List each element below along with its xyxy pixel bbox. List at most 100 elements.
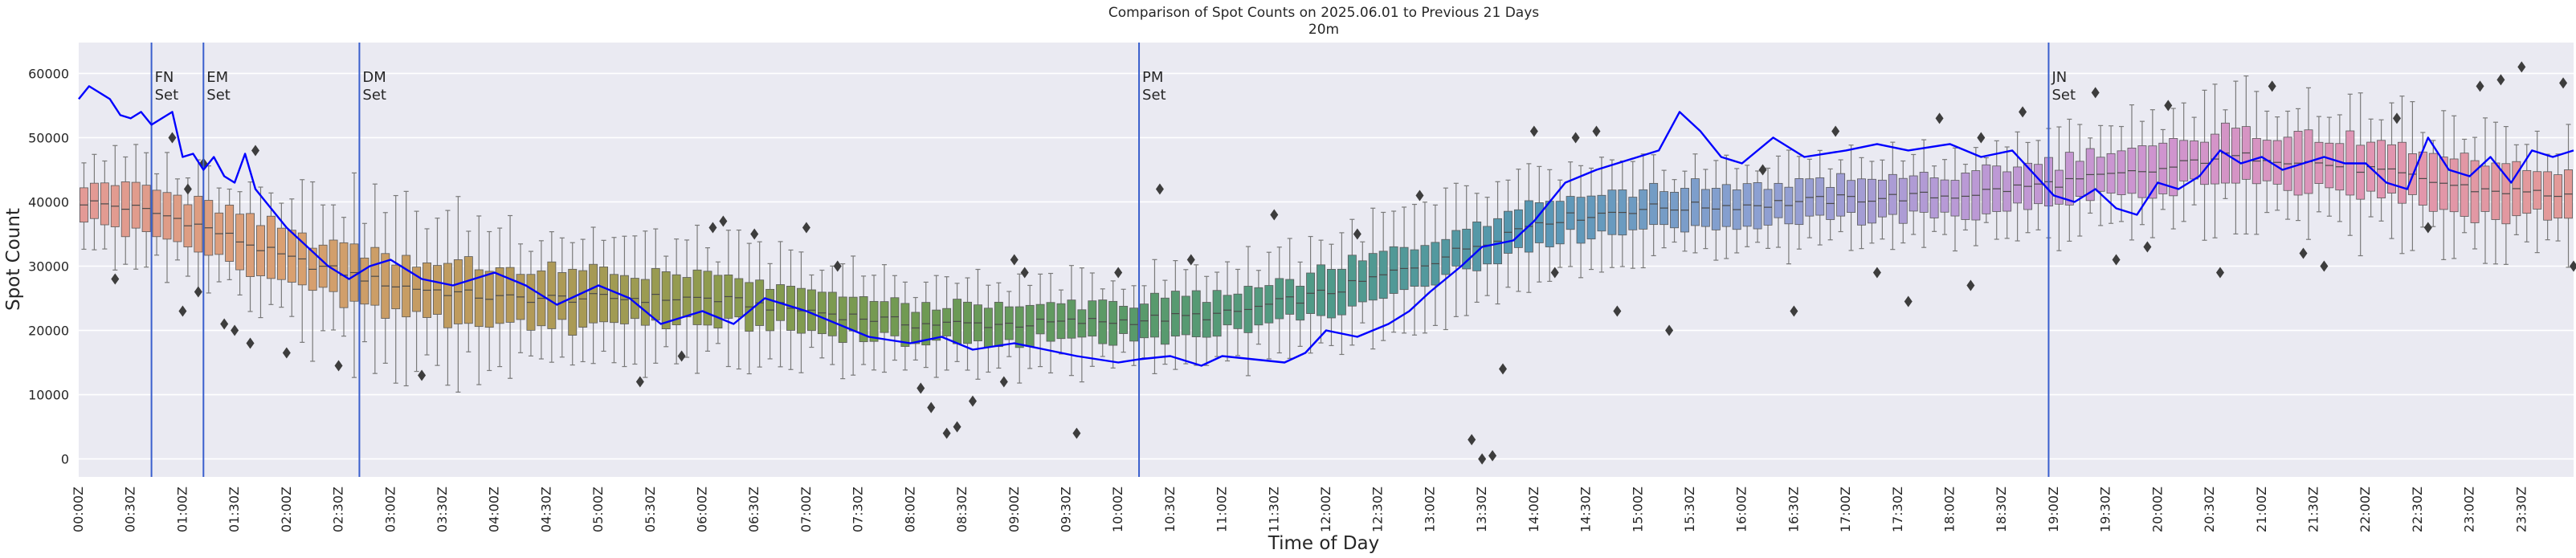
- x-tick-label: 04:30Z: [538, 487, 553, 532]
- outlier-point: [2423, 222, 2432, 234]
- box-plot: [2231, 80, 2240, 235]
- box-plot: [2439, 110, 2448, 260]
- x-tick-label: 07:30Z: [851, 487, 866, 532]
- box-plot: [2335, 114, 2345, 222]
- box-plot: [1753, 170, 1762, 243]
- box-plot: [225, 188, 235, 280]
- box-plot: [266, 192, 276, 305]
- x-tick-label: 21:00Z: [2254, 487, 2269, 532]
- x-tick-label: 04:00Z: [487, 487, 502, 532]
- box-plot: [2013, 131, 2023, 242]
- box-plot: [827, 265, 837, 365]
- outlier-point: [1155, 183, 1164, 195]
- box-plot: [1264, 251, 1274, 360]
- outlier-point: [1665, 324, 1674, 336]
- box-plot: [1961, 163, 1970, 231]
- box-plot: [246, 181, 255, 312]
- box-plot: [1898, 160, 1908, 244]
- box-plot: [100, 160, 109, 250]
- box-plot: [120, 156, 130, 265]
- outlier-point: [677, 350, 686, 362]
- box-plot: [806, 274, 816, 348]
- box-plot: [1088, 272, 1097, 367]
- box-plot: [537, 240, 546, 360]
- x-tick-label: 00:30Z: [123, 487, 138, 532]
- x-axis: 00:00Z 00:30Z 01:00Z 01:30Z 02:00Z 02:30Z 03:0…: [71, 487, 2529, 532]
- outlier-point: [1072, 427, 1081, 439]
- box-plot: [1857, 157, 1866, 250]
- box-plot: [402, 190, 411, 387]
- box-plot: [2366, 118, 2376, 218]
- box-plot: [526, 250, 536, 356]
- box-plot: [381, 212, 390, 364]
- box-plot: [1877, 159, 1887, 240]
- outlier-point: [2559, 77, 2568, 89]
- outlier-point: [2112, 254, 2121, 266]
- set-marker-label-line: EM: [206, 69, 228, 86]
- box-plot: [1129, 285, 1139, 366]
- box-plot: [1711, 160, 1721, 261]
- box-plot: [463, 230, 473, 352]
- box-plot: [1014, 273, 1024, 384]
- x-tick-label: 22:30Z: [2410, 487, 2425, 532]
- box-plot: [900, 281, 910, 371]
- series-line: [78, 85, 2574, 367]
- x-tick-label: 12:00Z: [1318, 487, 1333, 532]
- box-plot: [1742, 165, 1752, 247]
- y-axis: 0 10000 20000 30000 40000 50000 60000: [28, 66, 69, 466]
- box-plot: [433, 218, 442, 366]
- box-plot: [1847, 145, 1856, 251]
- box-plot: [2251, 91, 2261, 235]
- outlier-point: [1114, 267, 1123, 279]
- x-tick-label: 05:30Z: [643, 487, 658, 532]
- box-plot: [2554, 153, 2563, 242]
- box-plot: [1119, 288, 1129, 353]
- box-plot: [2314, 116, 2324, 213]
- box-plot: [1472, 193, 1482, 303]
- box-plot: [1784, 149, 1794, 265]
- box-plot: [2564, 124, 2573, 268]
- box-plot: [1056, 289, 1066, 355]
- box-plot: [1399, 206, 1409, 334]
- box-plot: [1493, 181, 1502, 305]
- outlier-point: [282, 347, 291, 359]
- x-tick-label: 05:00Z: [590, 487, 606, 532]
- outlier-point: [1872, 267, 1881, 279]
- outlier-point: [1790, 305, 1798, 317]
- box-plot: [994, 282, 1003, 369]
- x-tick-label: 17:00Z: [1838, 487, 1853, 532]
- box-plot: [1659, 169, 1669, 249]
- x-tick-label: 15:30Z: [1682, 487, 1697, 532]
- outlier-point: [953, 421, 961, 433]
- box-plot: [932, 275, 941, 378]
- box-plot: [1410, 203, 1419, 336]
- x-tick-label: 10:00Z: [1110, 487, 1125, 532]
- outlier-point: [334, 360, 343, 372]
- x-tick-label: 20:00Z: [2149, 487, 2165, 532]
- outlier-point: [1550, 267, 1559, 279]
- x-tick-label: 18:00Z: [1942, 487, 1958, 532]
- box-plot: [276, 202, 286, 308]
- x-tick-label: 09:00Z: [1006, 487, 1022, 532]
- outlier-point: [802, 222, 810, 234]
- box-plot: [734, 229, 744, 370]
- x-tick-label: 15:00Z: [1630, 487, 1645, 532]
- set-marker-label-line: Set: [155, 87, 179, 104]
- outlier-point: [1478, 453, 1487, 465]
- box-plot: [2096, 124, 2105, 226]
- box-plot: [890, 275, 900, 361]
- outlier-point: [1529, 125, 1538, 137]
- set-marker-label-line: DM: [362, 69, 386, 86]
- outlier-point: [1758, 164, 1767, 176]
- x-tick-label: 21:30Z: [2305, 487, 2321, 532]
- box-plot: [859, 275, 868, 365]
- outlier-point: [917, 382, 925, 394]
- box-plot: [2211, 83, 2219, 238]
- box-plot: [2283, 110, 2292, 220]
- outlier-point: [1415, 189, 1424, 202]
- outlier-point: [1966, 279, 1975, 291]
- box-plot: [412, 210, 422, 373]
- box-plot: [1794, 156, 1804, 250]
- box-plot: [1721, 154, 1731, 259]
- outlier-point: [2299, 247, 2308, 259]
